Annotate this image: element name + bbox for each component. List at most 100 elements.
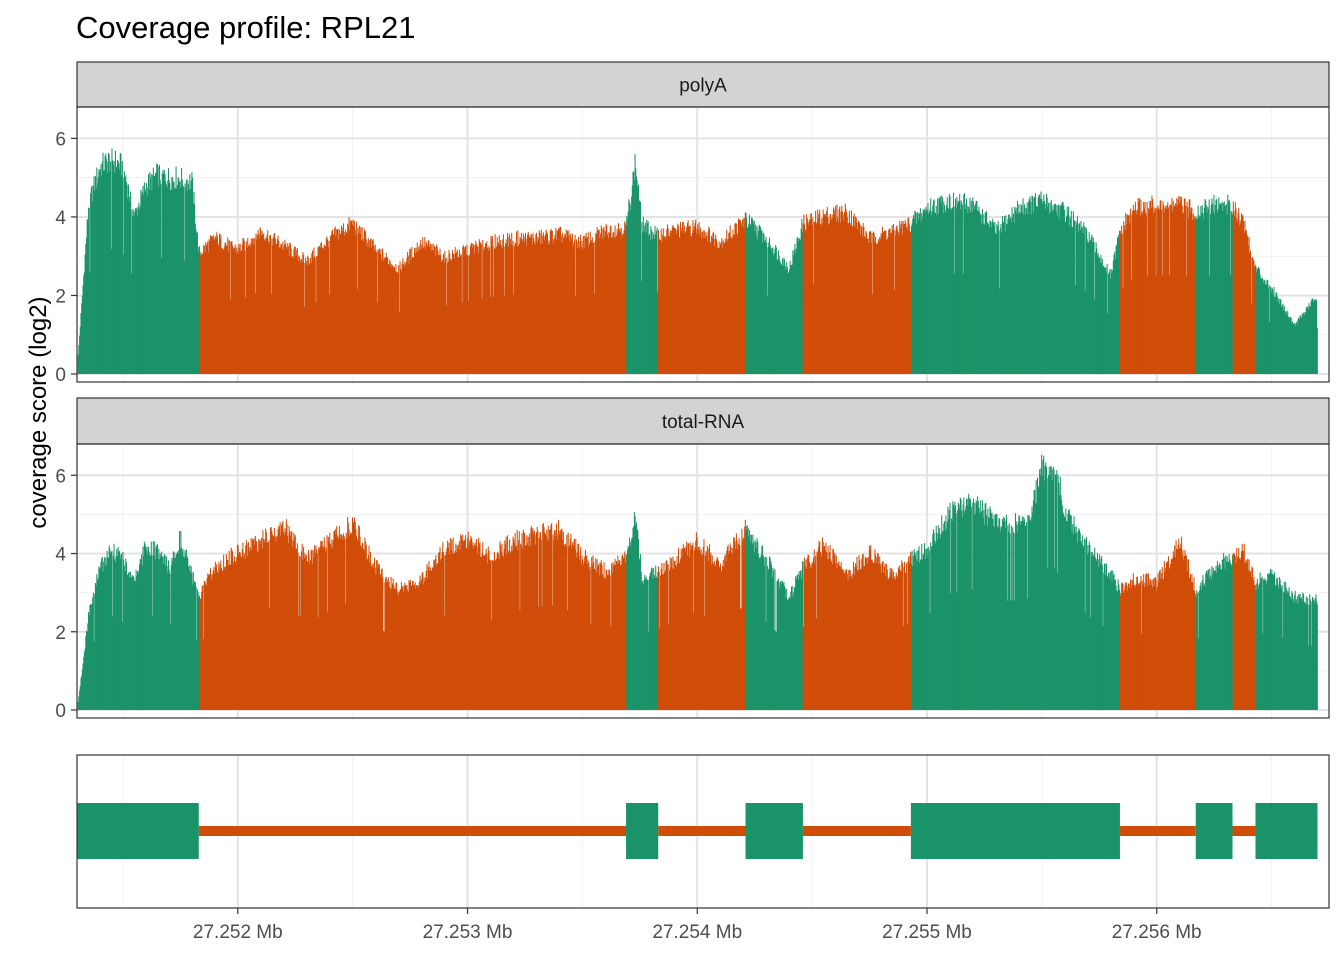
coverage-bar (1076, 532, 1078, 710)
coverage-bar (135, 209, 137, 374)
coverage-bar (691, 233, 693, 374)
coverage-bar (878, 241, 880, 374)
coverage-bar (1073, 219, 1075, 374)
coverage-bar (1032, 196, 1034, 374)
coverage-bar (576, 552, 578, 710)
coverage-bar (970, 212, 972, 374)
coverage-bar (303, 307, 305, 374)
coverage-bar (1136, 209, 1138, 374)
coverage-bar (1148, 209, 1150, 374)
coverage-bar (1313, 600, 1315, 710)
coverage-bar (940, 533, 942, 710)
coverage-bar (1210, 579, 1212, 710)
coverage-bar (1312, 298, 1314, 374)
coverage-bar (879, 236, 881, 374)
coverage-bar (982, 517, 984, 710)
coverage-bar (330, 234, 332, 374)
coverage-bar (598, 564, 600, 710)
coverage-bar (109, 171, 111, 374)
coverage-bar (108, 545, 110, 710)
coverage-bar (608, 232, 610, 374)
coverage-bar (324, 246, 326, 374)
coverage-bar (979, 214, 981, 374)
coverage-bar (630, 204, 632, 374)
coverage-bar (365, 541, 367, 710)
coverage-bar (258, 234, 260, 374)
coverage-bar (194, 204, 196, 374)
coverage-bar (912, 218, 914, 374)
coverage-bar (231, 241, 233, 374)
coverage-bar (454, 247, 456, 374)
coverage-bar (650, 571, 652, 710)
coverage-bar (742, 537, 744, 710)
coverage-bar (1076, 224, 1078, 374)
coverage-bar (289, 531, 291, 710)
coverage-bar (968, 493, 970, 710)
coverage-bar (1259, 274, 1261, 374)
coverage-bar (115, 555, 117, 710)
coverage-bar (1021, 205, 1023, 374)
coverage-bar (265, 237, 267, 374)
coverage-bar (945, 209, 947, 374)
coverage-bar (514, 532, 516, 710)
coverage-bar (369, 562, 371, 710)
coverage-bar (721, 570, 723, 710)
coverage-bar (507, 232, 509, 374)
coverage-bar (451, 250, 453, 374)
coverage-bar (924, 549, 926, 710)
coverage-bar (252, 238, 254, 374)
coverage-bar (858, 221, 860, 374)
coverage-bar (941, 195, 943, 374)
coverage-bar (368, 247, 370, 374)
coverage-bar (1245, 230, 1247, 374)
x-tick-label: 27.253 Mb (423, 922, 513, 943)
coverage-bar (790, 264, 793, 374)
coverage-bar (1042, 201, 1044, 374)
coverage-bar (1114, 251, 1116, 374)
coverage-bar (513, 245, 515, 374)
coverage-bar (660, 575, 662, 710)
coverage-bar (511, 545, 513, 710)
coverage-bar (101, 558, 103, 710)
coverage-bar (1282, 637, 1284, 710)
coverage-bar (1072, 227, 1074, 374)
coverage-bar (1121, 583, 1123, 710)
coverage-bar (1005, 215, 1007, 374)
coverage-bar (212, 236, 214, 374)
coverage-bar (914, 210, 916, 374)
coverage-bar (265, 531, 267, 710)
coverage-bar (92, 201, 94, 374)
coverage-bar (919, 559, 921, 710)
coverage-bar (1090, 617, 1092, 710)
coverage-bar (524, 241, 526, 374)
coverage-bar (1278, 298, 1280, 374)
coverage-bar (999, 288, 1001, 374)
coverage-bar (920, 559, 922, 710)
coverage-bar (656, 227, 658, 374)
coverage-bar (185, 549, 187, 710)
coverage-bar (124, 177, 126, 374)
coverage-bar (848, 570, 850, 710)
coverage-bar (879, 556, 881, 710)
coverage-bar (1069, 216, 1071, 374)
coverage-bar (465, 535, 467, 710)
coverage-bar (825, 542, 827, 710)
coverage-bar (677, 223, 679, 374)
coverage-bar (1139, 581, 1141, 710)
coverage-bar (1076, 216, 1079, 374)
coverage-bar (1149, 578, 1151, 710)
coverage-bar (627, 211, 629, 374)
coverage-bar (861, 558, 863, 710)
coverage-bar (791, 585, 793, 710)
coverage-bar (249, 547, 252, 710)
coverage-bar (568, 547, 570, 710)
coverage-bar (760, 554, 762, 710)
coverage-bar (1085, 539, 1087, 710)
coverage-bar (498, 554, 500, 710)
coverage-bar (1150, 580, 1152, 710)
coverage-bar (829, 544, 831, 710)
coverage-bar (917, 211, 919, 374)
coverage-bar (145, 191, 147, 374)
coverage-bar (1147, 573, 1149, 710)
coverage-bar (617, 232, 619, 374)
